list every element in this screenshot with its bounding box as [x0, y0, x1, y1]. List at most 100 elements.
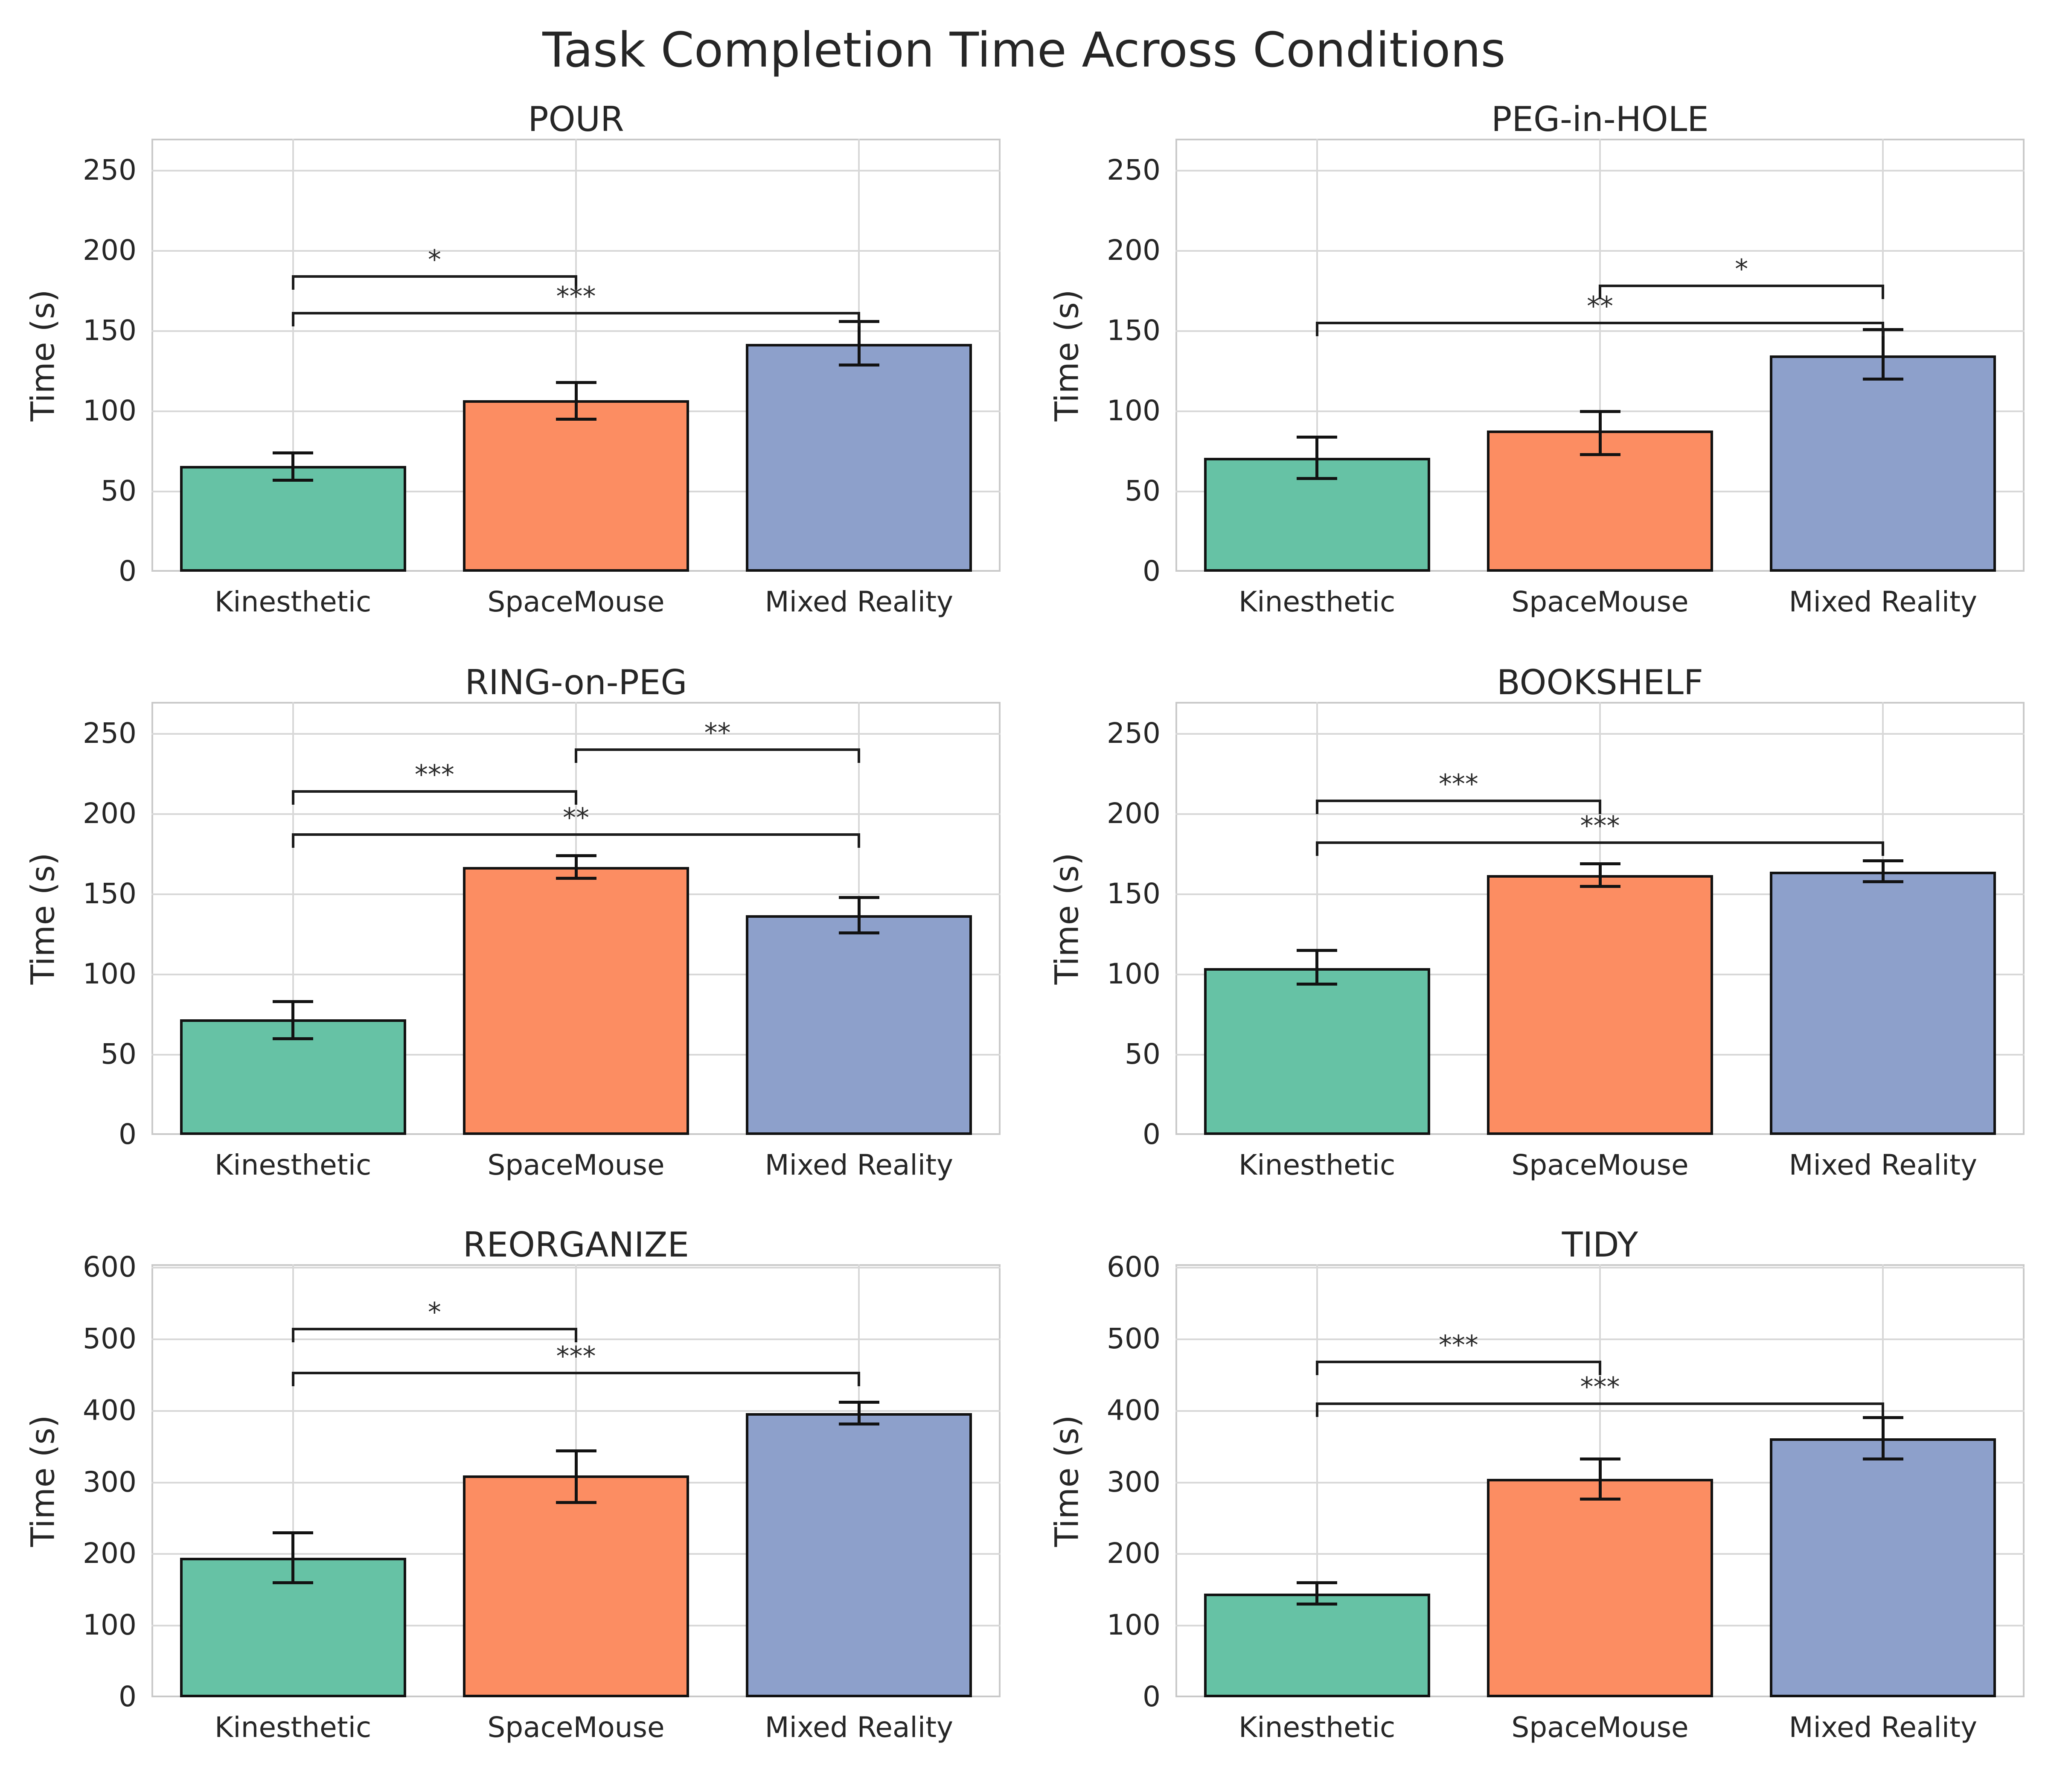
- x-tick-label: Kinesthetic: [215, 585, 372, 618]
- error-bar: [1881, 1417, 1885, 1459]
- error-bar-cap: [1580, 884, 1620, 888]
- significance-bracket-tick: [575, 275, 577, 290]
- x-tick-label: Mixed Reality: [1789, 1149, 1977, 1181]
- gridline-vertical: [575, 139, 577, 572]
- significance-label: ***: [1580, 810, 1620, 842]
- significance-bracket-tick: [1599, 285, 1601, 300]
- bar-spacemouse: [1487, 875, 1713, 1135]
- subplot-title: RING-on-PEG: [465, 663, 687, 702]
- significance-label: ***: [1438, 1329, 1478, 1361]
- significance-bracket-tick: [1315, 321, 1318, 336]
- error-bar: [291, 1533, 295, 1583]
- bar-kinesthetic: [1204, 1593, 1430, 1697]
- significance-label: **: [563, 802, 589, 834]
- significance-bracket-tick: [858, 748, 861, 763]
- significance-bracket-tick: [291, 312, 294, 326]
- significance-bracket-tick: [858, 312, 861, 326]
- significance-bracket: [293, 833, 859, 836]
- bar-mixed-reality: [746, 915, 972, 1135]
- y-tick-label: 200: [1107, 1537, 1161, 1570]
- subplot-reorganize: REORGANIZE Time (s) 0 100 200 300 400 500 600 Kin…: [0, 1228, 1024, 1790]
- error-bar-cap: [1297, 1603, 1338, 1606]
- y-tick-label: 0: [119, 1117, 137, 1151]
- y-tick-label: 50: [101, 1037, 137, 1071]
- y-tick-label: 100: [83, 957, 137, 991]
- subplot-bookshelf: BOOKSHELF Time (s) 0 50 100 150 200 250 Kinesthe…: [1024, 666, 2048, 1228]
- significance-bracket-tick: [1882, 841, 1885, 856]
- error-bar-cap: [273, 1037, 314, 1040]
- significance-bracket: [1317, 841, 1883, 844]
- y-tick-label: 150: [83, 314, 137, 347]
- y-tick-label: 50: [101, 474, 137, 507]
- significance-bracket: [1317, 800, 1600, 803]
- significance-bracket: [1317, 321, 1883, 324]
- error-bar-cap: [556, 1449, 596, 1453]
- y-tick-label: 600: [83, 1251, 137, 1284]
- error-bar-cap: [1862, 1416, 1903, 1419]
- gridline-vertical: [292, 702, 294, 1135]
- error-bar-cap: [1580, 1497, 1620, 1501]
- significance-bracket: [293, 1328, 576, 1331]
- y-tick-label: 0: [1143, 1117, 1161, 1151]
- gridline-vertical: [1316, 1264, 1318, 1697]
- error-bar: [1315, 950, 1319, 984]
- error-bar-cap: [1862, 880, 1903, 883]
- error-bar-cap: [556, 418, 596, 421]
- error-bar-cap: [556, 854, 596, 858]
- subplot-title: REORGANIZE: [463, 1225, 689, 1265]
- bar-mixed-reality: [1770, 872, 1996, 1135]
- x-tick-label: Mixed Reality: [1789, 585, 1977, 618]
- error-bar: [1315, 1583, 1319, 1604]
- x-tick-label: SpaceMouse: [1511, 1149, 1689, 1181]
- error-bar-cap: [273, 1581, 314, 1585]
- significance-bracket-tick: [1315, 800, 1318, 815]
- significance-bracket-tick: [291, 275, 294, 290]
- y-tick-label: 200: [83, 797, 137, 830]
- y-tick-label: 300: [83, 1465, 137, 1498]
- significance-bracket-tick: [291, 1371, 294, 1386]
- error-bar-cap: [838, 896, 879, 899]
- error-bar-cap: [273, 479, 314, 482]
- y-tick-label: 500: [83, 1322, 137, 1356]
- error-bar-cap: [1580, 410, 1620, 413]
- error-bar-cap: [556, 1501, 596, 1504]
- y-tick-label: 250: [83, 717, 137, 750]
- x-tick-label: Mixed Reality: [765, 1711, 953, 1744]
- y-tick-label: 50: [1125, 474, 1161, 507]
- y-tick-label: 600: [1107, 1251, 1161, 1284]
- y-tick-label: 100: [1107, 1609, 1161, 1642]
- gridline-vertical: [292, 139, 294, 572]
- error-bar-cap: [1862, 378, 1903, 381]
- error-bar-cap: [1862, 859, 1903, 862]
- significance-bracket-tick: [1315, 841, 1318, 856]
- error-bar-cap: [1297, 1581, 1338, 1585]
- y-tick-label: 150: [83, 877, 137, 911]
- error-bar-cap: [838, 1422, 879, 1425]
- significance-bracket: [293, 275, 576, 278]
- error-bar: [574, 382, 578, 419]
- y-tick-label: 300: [1107, 1465, 1161, 1498]
- x-tick-label: SpaceMouse: [487, 1711, 665, 1744]
- significance-label: ***: [556, 281, 596, 312]
- error-bar-cap: [1580, 862, 1620, 866]
- error-bar: [574, 855, 578, 879]
- significance-bracket-tick: [291, 1328, 294, 1343]
- x-tick-label: Mixed Reality: [765, 585, 953, 618]
- y-tick-label: 200: [1107, 234, 1161, 267]
- bar-spacemouse: [463, 1475, 689, 1697]
- subplot-title: POUR: [528, 99, 624, 139]
- subplot-title: BOOKSHELF: [1497, 663, 1703, 702]
- bar-mixed-reality: [1770, 1438, 1996, 1697]
- x-tick-label: Kinesthetic: [215, 1149, 372, 1181]
- gridline-vertical: [1316, 139, 1318, 572]
- significance-bracket-tick: [575, 748, 577, 763]
- significance-bracket: [576, 748, 859, 751]
- y-tick-label: 200: [83, 234, 137, 267]
- significance-label: *: [1735, 253, 1748, 285]
- y-tick-label: 150: [1107, 877, 1161, 911]
- significance-bracket: [293, 1371, 859, 1374]
- y-tick-label: 150: [1107, 314, 1161, 347]
- subplot-ring-on-peg: RING-on-PEG Time (s) 0 50 100 150 200 250 Kinest…: [0, 666, 1024, 1228]
- error-bar-cap: [838, 363, 879, 367]
- error-bar: [1598, 411, 1602, 455]
